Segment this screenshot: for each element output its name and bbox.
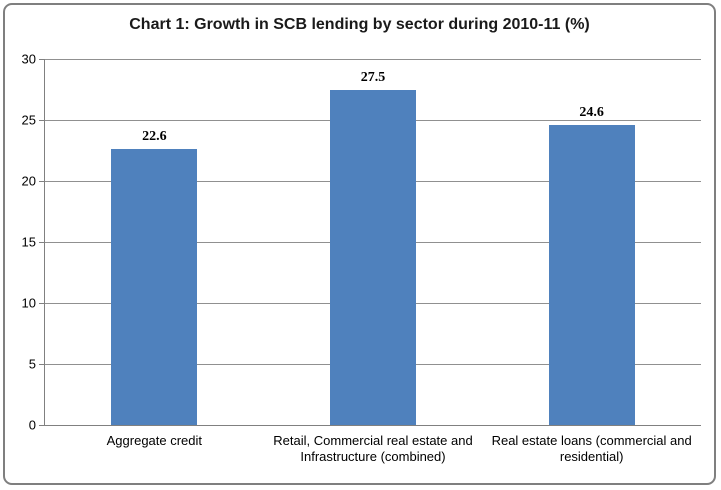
- bar-value-label-2: 24.6: [579, 104, 604, 120]
- bar-value-label-1: 27.5: [360, 69, 386, 85]
- x-category-label-1: Retail, Commercial real estate and Infra…: [273, 433, 473, 465]
- chart-title: Chart 1: Growth in SCB lending by sector…: [129, 16, 590, 33]
- y-axis-tick: [39, 425, 44, 426]
- y-axis-tick: [39, 242, 44, 243]
- gridline-30: [45, 59, 701, 60]
- y-tick-label: 30: [21, 51, 36, 67]
- y-tick-label: 20: [21, 173, 36, 189]
- y-tick-label: 0: [28, 417, 36, 433]
- y-axis-tick: [39, 303, 44, 304]
- bar-value-label-0: 22.6: [142, 129, 167, 145]
- y-axis-tick: [39, 181, 44, 182]
- bar-1: [330, 89, 416, 425]
- y-axis-tick: [39, 364, 44, 365]
- chart-frame: Chart 1: Growth in SCB lending by sector…: [3, 3, 716, 485]
- y-tick-label: 25: [21, 112, 36, 128]
- y-tick-label: 5: [28, 356, 36, 372]
- y-axis-tick: [39, 59, 44, 60]
- bar-0: [111, 149, 198, 425]
- y-axis-tick: [39, 120, 44, 121]
- y-tick-label: 15: [21, 234, 36, 250]
- plot-area: 0 5 10 15 20 25 30 22.6 Aggregate credit 27.5 Reta…: [22, 52, 701, 464]
- y-tick-label: 10: [21, 295, 36, 311]
- bar-2: [548, 124, 635, 425]
- x-category-label-2: Real estate loans (commercial and reside…: [491, 433, 692, 465]
- x-category-label-0: Aggregate credit: [106, 433, 203, 448]
